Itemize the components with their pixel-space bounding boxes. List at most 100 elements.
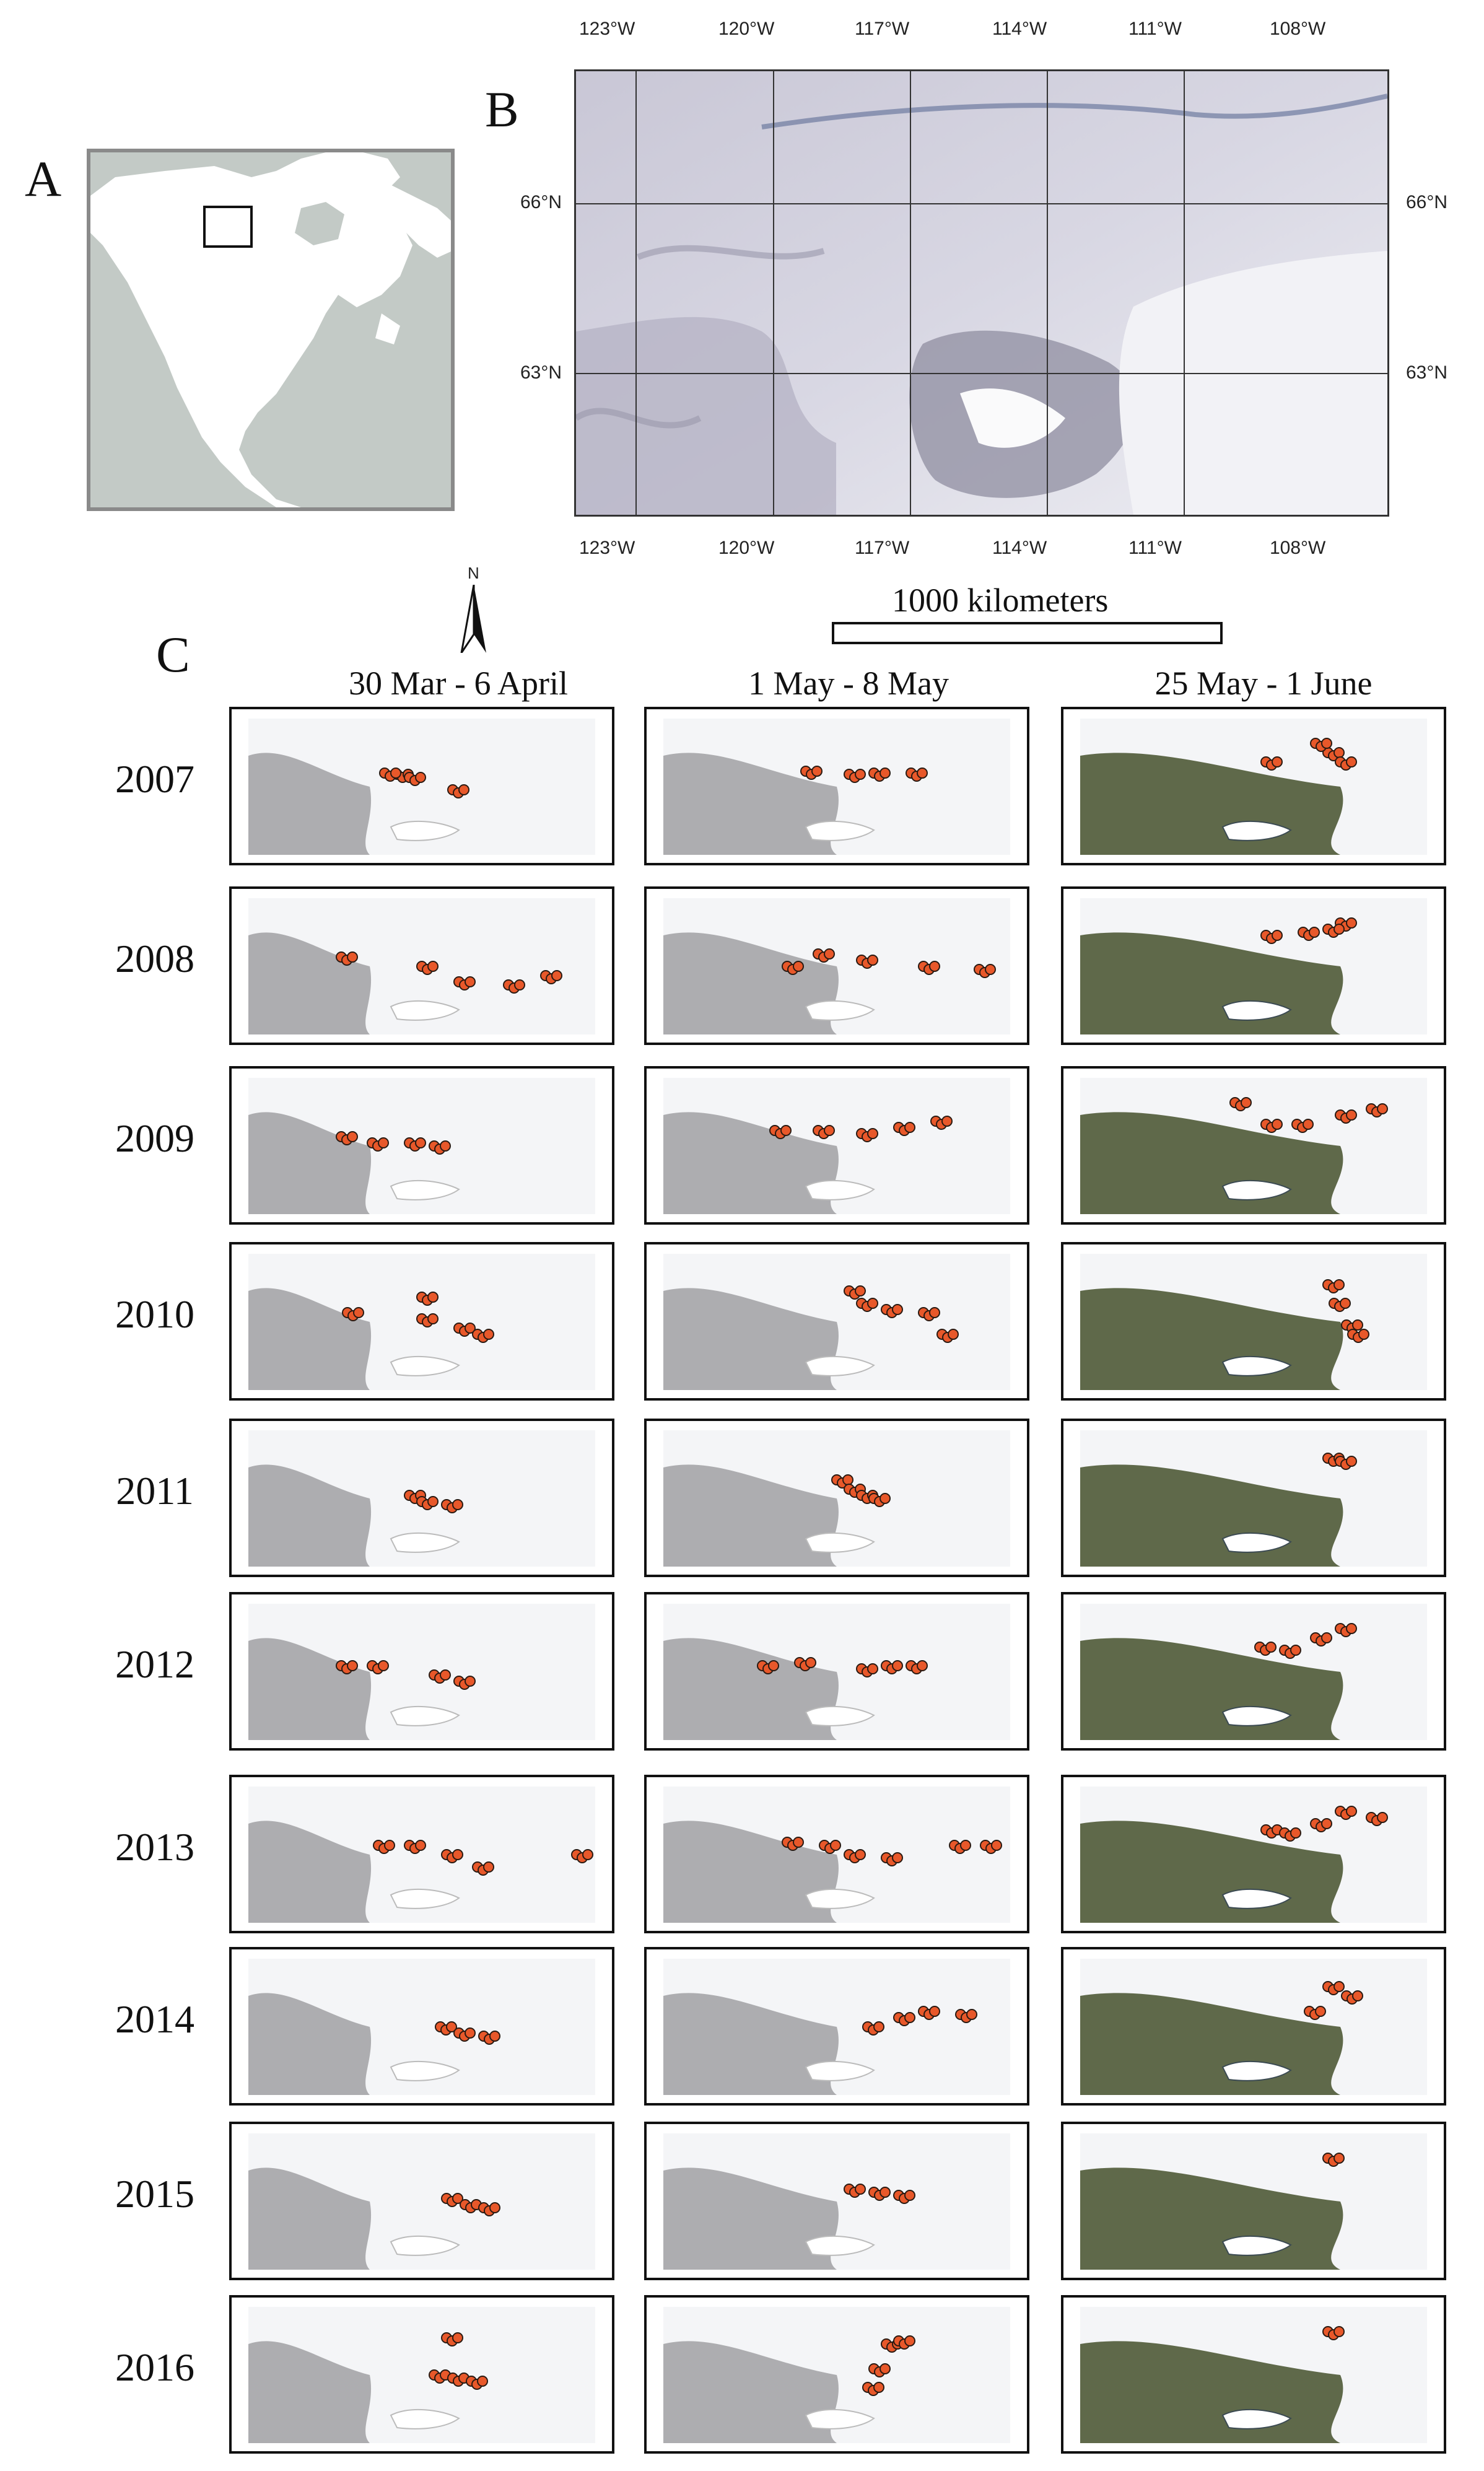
- observation-point: [353, 1307, 364, 1318]
- tile-panel: [229, 1775, 614, 1933]
- observation-point: [1346, 756, 1357, 768]
- year-label: 2008: [115, 937, 194, 981]
- satellite-tile-image: [1080, 1959, 1427, 2095]
- tile-panel: [644, 1419, 1029, 1577]
- observation-point: [1272, 756, 1283, 768]
- observation-point: [768, 1660, 779, 1671]
- top-lon-tick: 111°W: [1128, 19, 1182, 39]
- year-label: 2013: [115, 1825, 194, 1869]
- observation-point: [1358, 1329, 1369, 1340]
- observation-point: [1346, 1623, 1357, 1634]
- satellite-tile-image: [663, 2307, 1010, 2443]
- observation-point: [427, 1313, 439, 1324]
- bottom-lon-tick: 114°W: [992, 538, 1047, 558]
- observation-point: [347, 951, 358, 963]
- top-lon-tick: 120°W: [718, 19, 775, 39]
- observation-point: [879, 2363, 891, 2374]
- observation-point: [892, 1304, 903, 1315]
- observation-point: [892, 1660, 903, 1671]
- observation-point: [892, 1852, 903, 1863]
- satellite-tile-image: [248, 2133, 595, 2270]
- year-label: 2011: [116, 1469, 194, 1513]
- observation-point: [824, 1125, 835, 1136]
- study-area-box: [203, 206, 253, 248]
- tile-panel: [1061, 707, 1446, 865]
- observation-point: [1346, 1806, 1357, 1817]
- period-header: 1 May - 8 May: [748, 665, 949, 702]
- satellite-tile-image: [248, 1959, 595, 2095]
- observation-point: [347, 1660, 358, 1671]
- observation-point: [830, 1840, 841, 1851]
- observation-point: [1346, 1456, 1357, 1467]
- observation-point: [1377, 1812, 1388, 1823]
- observation-point: [452, 2193, 463, 2204]
- panel-c-label: C: [156, 626, 190, 683]
- satellite-tile-image: [1080, 1254, 1427, 1390]
- satellite-tile-image: [663, 1787, 1010, 1923]
- tile-panel: [644, 2295, 1029, 2454]
- satellite-tile-image: [1080, 898, 1427, 1034]
- observation-point: [1333, 1279, 1345, 1290]
- tile-panel: [1061, 886, 1446, 1045]
- observation-point: [855, 2184, 866, 2195]
- satellite-tile-image: [1080, 719, 1427, 855]
- observation-point: [873, 2382, 884, 2393]
- observation-point: [1303, 1119, 1314, 1130]
- top-lon-tick: 117°W: [855, 19, 910, 39]
- observation-point: [415, 772, 426, 783]
- tile-panel: [644, 1242, 1029, 1401]
- observation-point: [991, 1840, 1002, 1851]
- satellite-tile-image: [663, 719, 1010, 855]
- observation-point: [985, 964, 996, 975]
- observation-point: [811, 766, 823, 777]
- observation-point: [415, 1840, 426, 1851]
- observation-point: [1265, 1642, 1277, 1653]
- observation-point: [1333, 747, 1345, 758]
- right-lat-tick: 66°N: [1406, 192, 1448, 212]
- tile-panel: [229, 1419, 614, 1577]
- satellite-tile-image: [248, 898, 595, 1034]
- tile-panel: [1061, 1775, 1446, 1933]
- tile-panel: [1061, 2122, 1446, 2280]
- observation-point: [948, 1329, 959, 1340]
- observation-point: [551, 970, 562, 981]
- observation-point: [1340, 1298, 1351, 1309]
- observation-point: [855, 1285, 866, 1297]
- tile-panel: [1061, 1592, 1446, 1751]
- tile-panel: [1061, 1419, 1446, 1577]
- tile-panel: [644, 1066, 1029, 1225]
- observation-point: [855, 769, 866, 780]
- observation-point: [917, 768, 928, 779]
- year-label: 2010: [115, 1292, 194, 1336]
- satellite-tile-image: [248, 1254, 595, 1390]
- panel-b-label: B: [485, 81, 519, 138]
- satellite-tile-image: [1080, 2307, 1427, 2443]
- observation-point: [879, 1493, 891, 1504]
- tile-panel: [229, 886, 614, 1045]
- tile-panel: [644, 1592, 1029, 1751]
- observation-point: [489, 2031, 500, 2042]
- observation-point: [427, 961, 439, 972]
- observation-point: [1346, 917, 1357, 929]
- tile-panel: [644, 1947, 1029, 2106]
- observation-point: [1315, 2006, 1326, 2017]
- bottom-lon-tick: 117°W: [855, 538, 910, 558]
- observation-point: [1272, 1119, 1283, 1130]
- tile-panel: [229, 1592, 614, 1751]
- locator-map: [87, 149, 455, 511]
- satellite-tile-image: [663, 1254, 1010, 1390]
- observation-point: [1333, 1981, 1345, 1992]
- observation-point: [793, 1837, 804, 1848]
- observation-point: [904, 2012, 915, 2023]
- observation-point: [427, 1496, 439, 1507]
- tile-panel: [229, 2295, 614, 2454]
- bottom-lon-tick: 111°W: [1128, 538, 1182, 558]
- bottom-lon-tick: 108°W: [1270, 538, 1326, 558]
- observation-point: [1241, 1097, 1252, 1108]
- observation-point: [867, 1298, 878, 1309]
- left-lat-tick: 66°N: [520, 192, 562, 212]
- tile-panel: [1061, 1066, 1446, 1225]
- panel-a-label: A: [25, 151, 62, 207]
- observation-point: [446, 2021, 457, 2032]
- observation-point: [483, 1861, 494, 1873]
